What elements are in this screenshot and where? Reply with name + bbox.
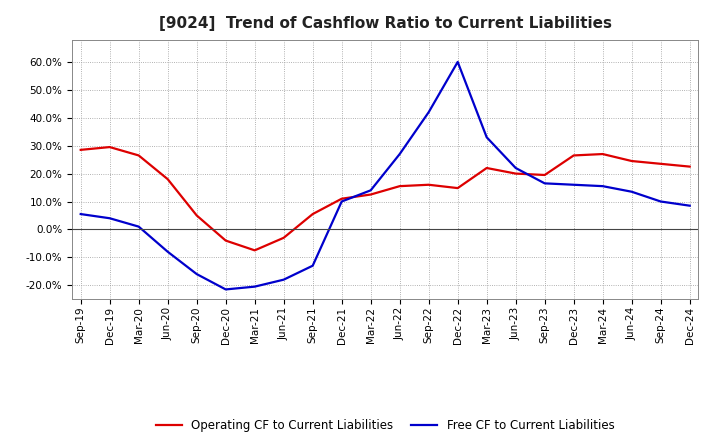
Free CF to Current Liabilities xyxy=(482,135,491,140)
Free CF to Current Liabilities xyxy=(511,165,520,171)
Free CF to Current Liabilities xyxy=(76,212,85,217)
Free CF to Current Liabilities xyxy=(570,182,578,187)
Free CF to Current Liabilities xyxy=(338,199,346,204)
Free CF to Current Liabilities xyxy=(192,271,201,277)
Operating CF to Current Liabilities xyxy=(395,183,404,189)
Operating CF to Current Liabilities xyxy=(598,151,607,157)
Legend: Operating CF to Current Liabilities, Free CF to Current Liabilities: Operating CF to Current Liabilities, Fre… xyxy=(151,414,619,436)
Operating CF to Current Liabilities xyxy=(135,153,143,158)
Free CF to Current Liabilities xyxy=(541,181,549,186)
Operating CF to Current Liabilities xyxy=(76,147,85,153)
Free CF to Current Liabilities xyxy=(221,287,230,292)
Free CF to Current Liabilities xyxy=(366,188,375,193)
Operating CF to Current Liabilities xyxy=(251,248,259,253)
Operating CF to Current Liabilities xyxy=(105,144,114,150)
Operating CF to Current Liabilities xyxy=(338,196,346,202)
Free CF to Current Liabilities xyxy=(657,199,665,204)
Free CF to Current Liabilities xyxy=(163,249,172,254)
Free CF to Current Liabilities xyxy=(105,216,114,221)
Operating CF to Current Liabilities xyxy=(308,212,317,217)
Operating CF to Current Liabilities xyxy=(192,213,201,218)
Operating CF to Current Liabilities xyxy=(424,182,433,187)
Free CF to Current Liabilities xyxy=(308,263,317,268)
Title: [9024]  Trend of Cashflow Ratio to Current Liabilities: [9024] Trend of Cashflow Ratio to Curren… xyxy=(158,16,612,32)
Operating CF to Current Liabilities xyxy=(482,165,491,171)
Free CF to Current Liabilities xyxy=(454,59,462,65)
Free CF to Current Liabilities xyxy=(627,189,636,194)
Free CF to Current Liabilities xyxy=(685,203,694,208)
Operating CF to Current Liabilities xyxy=(570,153,578,158)
Operating CF to Current Liabilities xyxy=(221,238,230,243)
Free CF to Current Liabilities xyxy=(424,110,433,115)
Operating CF to Current Liabilities xyxy=(627,158,636,164)
Free CF to Current Liabilities xyxy=(135,224,143,229)
Operating CF to Current Liabilities xyxy=(366,192,375,197)
Operating CF to Current Liabilities xyxy=(657,161,665,166)
Free CF to Current Liabilities xyxy=(395,151,404,157)
Free CF to Current Liabilities xyxy=(598,183,607,189)
Operating CF to Current Liabilities xyxy=(541,172,549,178)
Operating CF to Current Liabilities xyxy=(685,164,694,169)
Operating CF to Current Liabilities xyxy=(511,171,520,176)
Operating CF to Current Liabilities xyxy=(454,186,462,191)
Free CF to Current Liabilities xyxy=(251,284,259,289)
Line: Operating CF to Current Liabilities: Operating CF to Current Liabilities xyxy=(81,147,690,250)
Line: Free CF to Current Liabilities: Free CF to Current Liabilities xyxy=(81,62,690,290)
Operating CF to Current Liabilities xyxy=(163,176,172,182)
Operating CF to Current Liabilities xyxy=(279,235,288,240)
Free CF to Current Liabilities xyxy=(279,277,288,282)
